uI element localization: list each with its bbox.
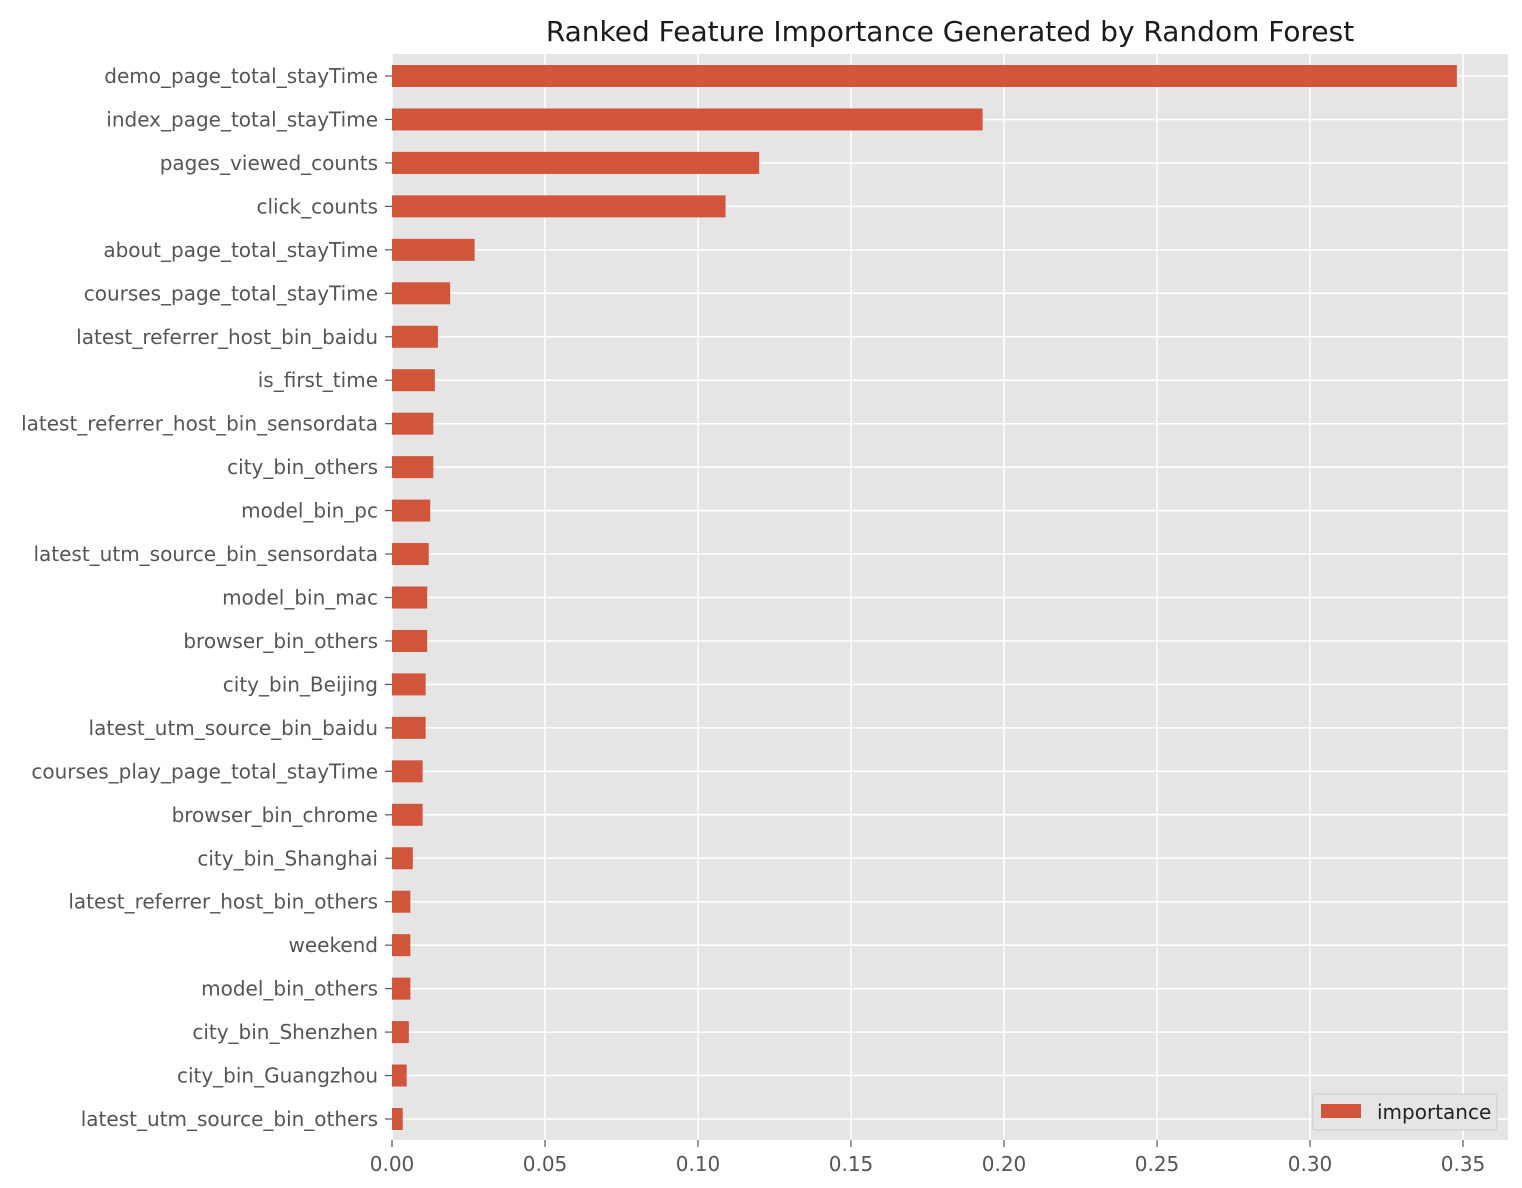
bar xyxy=(392,847,413,870)
x-tick-label: 0.30 xyxy=(1288,1152,1333,1176)
bar xyxy=(392,716,426,739)
y-tick-label: demo_page_total_stayTime xyxy=(104,64,378,88)
bar xyxy=(392,1021,409,1044)
bar xyxy=(392,673,426,696)
bar xyxy=(392,195,726,218)
y-tick-label: city_bin_others xyxy=(227,455,378,479)
y-tick-label: model_bin_mac xyxy=(222,586,378,610)
x-tick-label: 0.20 xyxy=(982,1152,1027,1176)
y-tick-label: city_bin_Beijing xyxy=(223,672,378,696)
bar xyxy=(392,65,1457,87)
y-tick-label: courses_page_total_stayTime xyxy=(84,281,378,305)
bar xyxy=(392,282,451,305)
legend: importance xyxy=(1312,1093,1498,1131)
bar xyxy=(392,238,475,261)
y-tick-label: latest_referrer_host_bin_others xyxy=(68,890,378,914)
x-tick-label: 0.15 xyxy=(829,1152,874,1176)
y-tick-label: latest_utm_source_bin_baidu xyxy=(89,716,378,740)
legend-label: importance xyxy=(1377,1100,1491,1124)
y-tick-label: about_page_total_stayTime xyxy=(103,238,378,262)
y-tick-label: model_bin_pc xyxy=(241,499,378,523)
legend-box xyxy=(1312,1093,1498,1131)
x-tick-label: 0.00 xyxy=(370,1152,415,1176)
y-tick-label: click_counts xyxy=(256,194,378,218)
x-tick-label: 0.35 xyxy=(1441,1152,1486,1176)
bar xyxy=(392,108,983,131)
x-axis: 0.00 0.05 0.10 0.15 0.20 0.25 0.30 0.35 xyxy=(370,1140,1486,1176)
bar xyxy=(392,629,428,652)
legend-swatch xyxy=(1321,1104,1361,1118)
bar xyxy=(392,543,429,566)
y-tick-label: city_bin_Guangzhou xyxy=(177,1064,378,1088)
bar xyxy=(392,760,423,783)
y-tick-label: is_first_time xyxy=(258,368,378,392)
y-tick-label: model_bin_others xyxy=(201,977,378,1001)
y-tick-label: weekend xyxy=(288,933,378,957)
bar xyxy=(392,934,411,957)
y-tick-label: index_page_total_stayTime xyxy=(106,107,378,131)
y-tick-label: latest_utm_source_bin_others xyxy=(81,1107,378,1131)
bar xyxy=(392,412,434,435)
bar xyxy=(392,1108,403,1130)
bar xyxy=(392,890,411,913)
x-tick-label: 0.10 xyxy=(676,1152,721,1176)
bar xyxy=(392,586,428,609)
bar xyxy=(392,456,434,479)
y-tick-label: browser_bin_chrome xyxy=(172,803,378,827)
y-tick-label: courses_play_page_total_stayTime xyxy=(31,759,378,783)
bar xyxy=(392,499,431,522)
bar xyxy=(392,977,411,1000)
bar xyxy=(392,369,435,392)
x-tick-label: 0.25 xyxy=(1135,1152,1180,1176)
y-axis: demo_page_total_stayTime index_page_total… xyxy=(21,64,392,1131)
y-tick-label: city_bin_Shenzhen xyxy=(192,1020,378,1044)
y-tick-label: latest_utm_source_bin_sensordata xyxy=(33,542,378,566)
bars xyxy=(392,65,1457,1130)
bar xyxy=(392,151,760,174)
y-tick-label: browser_bin_others xyxy=(183,629,378,653)
bar xyxy=(392,325,438,348)
y-tick-label: latest_referrer_host_bin_sensordata xyxy=(21,412,378,436)
bar xyxy=(392,803,423,826)
bar xyxy=(392,1064,407,1087)
y-tick-label: latest_referrer_host_bin_baidu xyxy=(76,325,378,349)
x-tick-label: 0.05 xyxy=(523,1152,568,1176)
y-tick-label: pages_viewed_counts xyxy=(160,151,378,175)
y-tick-label: city_bin_Shanghai xyxy=(197,846,378,870)
chart-title: Ranked Feature Importance Generated by R… xyxy=(546,15,1354,48)
